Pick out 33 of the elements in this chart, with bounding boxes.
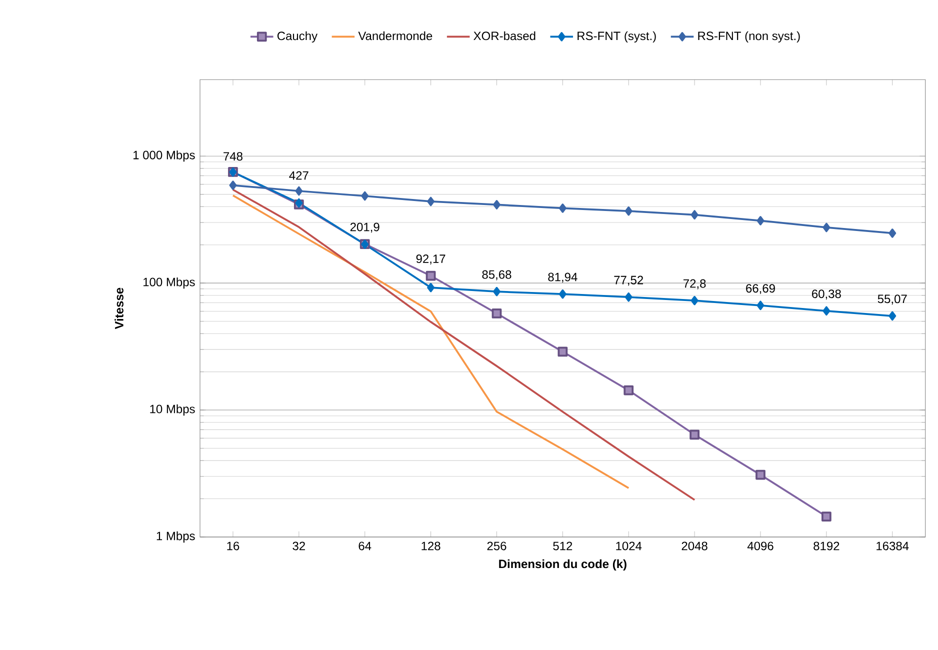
data-label: 92,17 xyxy=(416,254,446,264)
data-label: 55,07 xyxy=(878,294,907,305)
data-label: 85,68 xyxy=(482,270,512,280)
x-tick-label: 2048 xyxy=(682,542,708,550)
x-axis-title: Dimension du code (k) xyxy=(499,559,626,571)
data-label: 66,69 xyxy=(746,284,775,294)
x-tick-label: 16 xyxy=(227,542,240,550)
x-tick-label: 32 xyxy=(292,542,305,550)
data-label: 427 xyxy=(289,171,308,180)
x-tick-label: 4096 xyxy=(747,542,774,550)
legend-label: Vandermonde xyxy=(358,31,432,40)
y-axis-title: Vitesse xyxy=(114,288,124,330)
y-tick-label: 1 Mbps xyxy=(156,531,195,543)
x-tick-label: 8192 xyxy=(814,542,840,550)
x-tick-label: 128 xyxy=(422,542,440,550)
x-tick-label: 64 xyxy=(358,542,372,550)
y-tick-label: 100 Mbps xyxy=(144,277,195,289)
data-label: 60,38 xyxy=(812,290,841,300)
legend-label: RS-FNT (syst.) xyxy=(578,31,656,43)
legend-label: Cauchy xyxy=(277,31,318,43)
legend-label: RS-FNT (non syst.) xyxy=(698,31,800,43)
data-label: 748 xyxy=(224,152,242,161)
y-tick-label: 1 000 Mbps xyxy=(134,150,195,162)
data-label: 72,8 xyxy=(683,279,706,290)
x-tick-label: 256 xyxy=(487,542,506,550)
data-label: 81,94 xyxy=(548,272,578,283)
data-label: 201,9 xyxy=(350,222,380,233)
x-tick-label: 1024 xyxy=(616,542,642,550)
x-tick-label: 16384 xyxy=(876,542,909,550)
legend-label: XOR-based xyxy=(474,31,536,40)
data-label: 77,52 xyxy=(614,276,644,286)
y-tick-label: 10 Mbps xyxy=(150,404,195,416)
x-tick-label: 512 xyxy=(553,542,572,550)
